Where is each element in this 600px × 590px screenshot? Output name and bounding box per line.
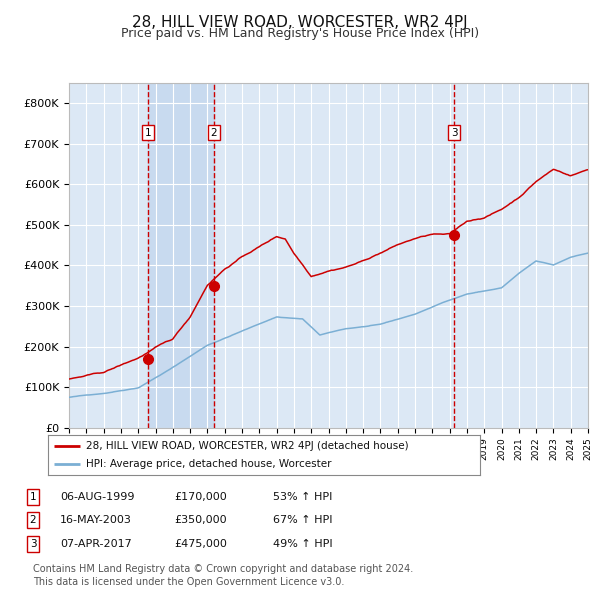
Text: 28, HILL VIEW ROAD, WORCESTER, WR2 4PJ: 28, HILL VIEW ROAD, WORCESTER, WR2 4PJ bbox=[132, 15, 468, 30]
Text: 06-AUG-1999: 06-AUG-1999 bbox=[60, 492, 134, 502]
Text: £170,000: £170,000 bbox=[174, 492, 227, 502]
Text: HPI: Average price, detached house, Worcester: HPI: Average price, detached house, Worc… bbox=[86, 459, 332, 469]
Text: £475,000: £475,000 bbox=[174, 539, 227, 549]
Text: 2: 2 bbox=[211, 127, 217, 137]
Bar bbox=[148, 83, 214, 428]
Text: Price paid vs. HM Land Registry's House Price Index (HPI): Price paid vs. HM Land Registry's House … bbox=[121, 27, 479, 40]
Text: 53% ↑ HPI: 53% ↑ HPI bbox=[273, 492, 332, 502]
Text: £350,000: £350,000 bbox=[174, 516, 227, 525]
Text: 1: 1 bbox=[29, 492, 37, 502]
Text: 3: 3 bbox=[29, 539, 37, 549]
Text: 07-APR-2017: 07-APR-2017 bbox=[60, 539, 132, 549]
Text: 16-MAY-2003: 16-MAY-2003 bbox=[60, 516, 132, 525]
Text: 3: 3 bbox=[451, 127, 457, 137]
Text: 49% ↑ HPI: 49% ↑ HPI bbox=[273, 539, 332, 549]
Text: 28, HILL VIEW ROAD, WORCESTER, WR2 4PJ (detached house): 28, HILL VIEW ROAD, WORCESTER, WR2 4PJ (… bbox=[86, 441, 409, 451]
Text: 2: 2 bbox=[29, 516, 37, 525]
Text: 67% ↑ HPI: 67% ↑ HPI bbox=[273, 516, 332, 525]
Text: 1: 1 bbox=[145, 127, 152, 137]
Text: Contains HM Land Registry data © Crown copyright and database right 2024.
This d: Contains HM Land Registry data © Crown c… bbox=[33, 564, 413, 587]
